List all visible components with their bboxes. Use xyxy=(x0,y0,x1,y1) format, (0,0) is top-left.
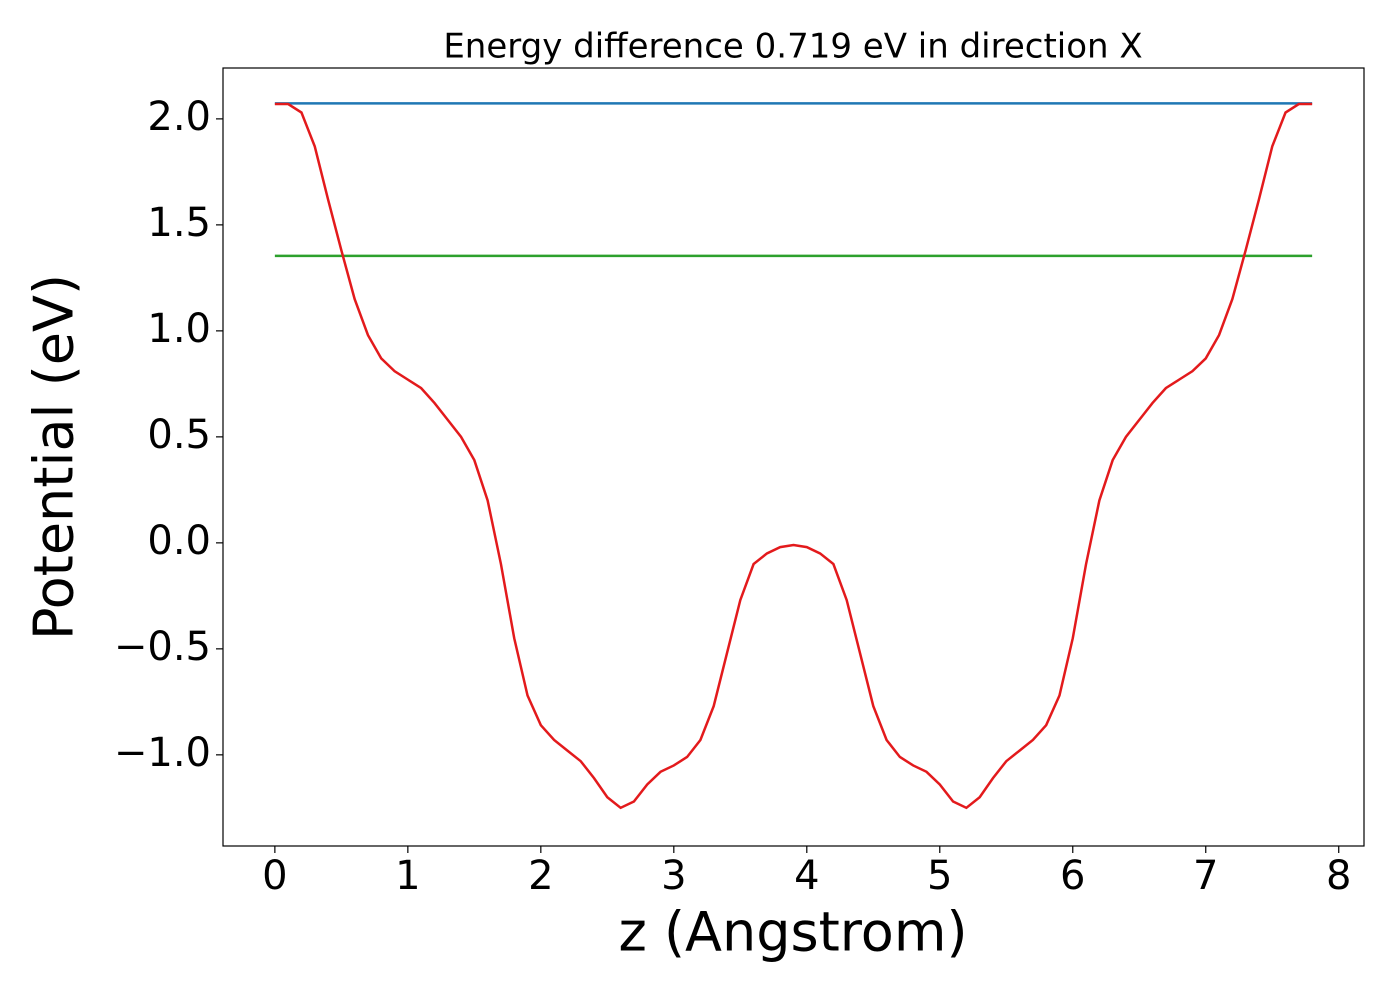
y-tick-label: 0.0 xyxy=(147,518,211,564)
x-tick-label: 8 xyxy=(1326,853,1351,899)
y-axis-label: Potential (eV) xyxy=(23,274,86,640)
y-tick-label: 1.0 xyxy=(147,306,211,352)
x-tick-label: 7 xyxy=(1193,853,1218,899)
x-tick-label: 3 xyxy=(661,853,686,899)
y-tick-label: 2.0 xyxy=(147,94,211,140)
chart-title: Energy difference 0.719 eV in direction … xyxy=(443,27,1142,67)
y-tick-label: −0.5 xyxy=(114,624,211,670)
x-axis-label: z (Angstrom) xyxy=(618,901,967,964)
line-series xyxy=(274,102,1313,810)
plot-frame xyxy=(222,67,1365,847)
x-tick-label: 4 xyxy=(794,853,819,899)
y-tick-label: 0.5 xyxy=(147,412,211,458)
x-tick-label: 1 xyxy=(395,853,420,899)
x-tick-label: 6 xyxy=(1060,853,1085,899)
x-tick-label: 2 xyxy=(528,853,553,899)
x-tick-label: 0 xyxy=(262,853,287,899)
x-tick-label: 5 xyxy=(927,853,952,899)
y-tick-label: −1.0 xyxy=(114,730,211,776)
y-tick-label: 1.5 xyxy=(147,200,211,246)
